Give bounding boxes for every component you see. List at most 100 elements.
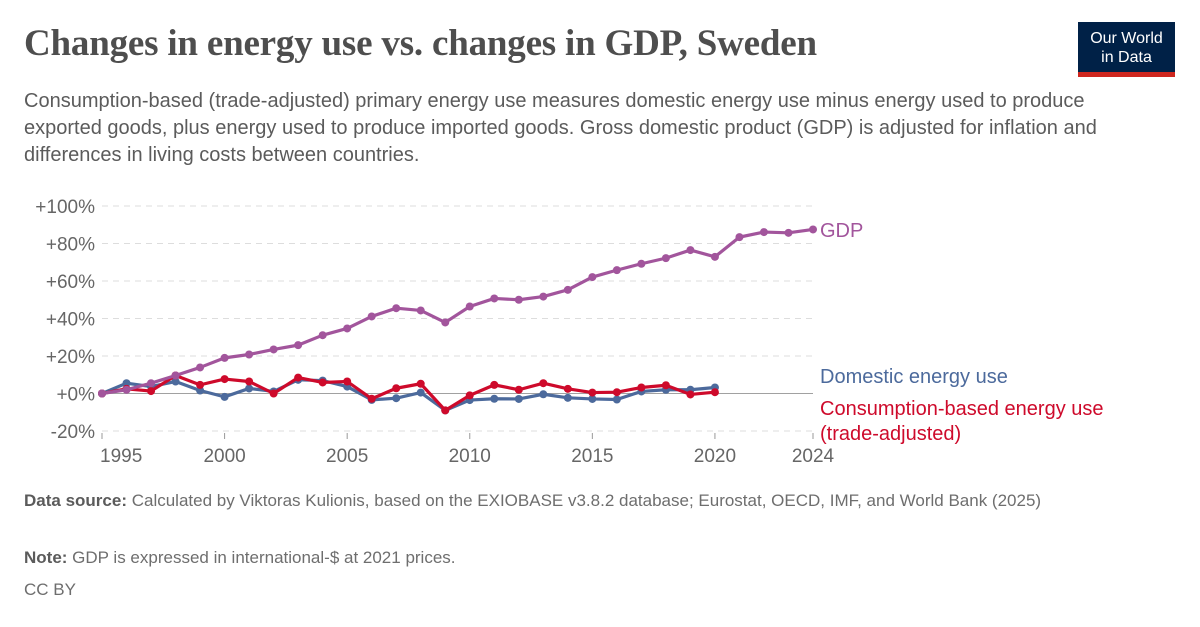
data-point: [220, 375, 229, 384]
data-point: [661, 381, 670, 390]
series-line-1: [101, 378, 716, 412]
y-tick-label: +40%: [46, 310, 95, 331]
data-point: [490, 380, 499, 389]
data-point: [245, 384, 254, 393]
data-point: [735, 233, 744, 242]
data-source: Data source: Calculated by Viktoras Kuli…: [24, 489, 1144, 513]
data-point: [269, 345, 278, 354]
data-point: [563, 393, 572, 402]
data-point: [612, 388, 621, 397]
data-point: [588, 388, 597, 397]
data-point: [392, 394, 401, 403]
data-point: [637, 383, 646, 392]
data-point: [661, 254, 670, 263]
data-point: [441, 406, 450, 415]
data-point: [367, 394, 376, 403]
note-label: Note:: [24, 548, 68, 567]
data-point: [196, 380, 205, 389]
data-point: [171, 371, 180, 380]
x-tick-label: 2010: [449, 446, 491, 467]
data-point: [588, 394, 597, 403]
data-point: [122, 379, 131, 388]
subtitle: Consumption-based (trade-adjusted) prima…: [24, 90, 1097, 166]
data-point: [318, 331, 327, 340]
note-text: GDP is expressed in international-$ at 2…: [67, 548, 456, 567]
data-point: [539, 379, 548, 388]
data-point: [147, 379, 156, 388]
data-point: [514, 385, 523, 394]
data-point: [245, 350, 254, 359]
data-point: [98, 389, 106, 398]
data-point: [367, 312, 376, 321]
source-text: Calculated by Viktoras Kulionis, based o…: [126, 491, 1042, 510]
data-point: [416, 306, 425, 315]
y-tick-label: +20%: [46, 347, 95, 368]
data-point: [416, 388, 425, 397]
logo-text: Our World in Data: [1090, 30, 1163, 66]
x-tick-label: 2015: [571, 446, 613, 467]
data-point: [318, 378, 327, 387]
x-tick-label: 1995: [100, 446, 142, 467]
y-tick-label: -20%: [51, 422, 95, 443]
legend-label-consumption-2: (trade-adjusted): [820, 423, 961, 445]
data-point: [612, 395, 621, 404]
x-tick-label: 2000: [203, 446, 245, 467]
y-tick-label: +60%: [46, 272, 95, 293]
data-point: [392, 304, 401, 313]
x-tick-label: 2024: [792, 446, 835, 467]
data-point: [220, 353, 229, 362]
data-point: [343, 324, 352, 333]
data-point: [294, 373, 303, 382]
legend-label-domestic: Domestic energy use: [820, 366, 1008, 388]
series-line-2: [101, 373, 716, 412]
logo-accent-bar: [1078, 72, 1175, 77]
data-point: [563, 285, 572, 294]
data-point: [465, 391, 474, 400]
data-point: [784, 228, 793, 237]
data-point: [196, 363, 205, 372]
data-point: [686, 246, 695, 255]
data-point: [416, 379, 425, 388]
data-point: [588, 273, 597, 282]
data-point: [686, 390, 695, 399]
data-point: [563, 384, 572, 393]
data-point: [612, 266, 621, 275]
note: Note: GDP is expressed in international-…: [24, 546, 1144, 570]
data-point: [392, 384, 401, 393]
data-point: [809, 225, 817, 234]
x-tick-label: 2020: [694, 446, 736, 467]
data-point: [759, 228, 768, 237]
data-point: [147, 387, 156, 396]
data-point: [465, 302, 474, 311]
owid-logo[interactable]: Our World in Data: [1078, 22, 1175, 77]
source-label: Data source:: [24, 491, 127, 510]
data-point: [196, 386, 205, 395]
y-tick-label: +0%: [56, 385, 95, 406]
data-point: [637, 259, 646, 268]
data-point: [514, 394, 523, 403]
y-tick-label: +100%: [35, 197, 95, 218]
data-point: [343, 377, 352, 386]
data-point: [710, 388, 719, 397]
data-point: [490, 394, 499, 403]
data-point: [220, 392, 229, 401]
x-tick-label: 2005: [326, 446, 368, 467]
data-point: [122, 385, 131, 394]
legend-label-gdp: GDP: [820, 220, 863, 242]
y-tick-label: +80%: [46, 235, 95, 256]
data-point: [539, 390, 548, 399]
data-point: [294, 341, 303, 350]
license-link[interactable]: CC BY: [24, 580, 76, 599]
data-point: [514, 295, 523, 304]
data-point: [490, 294, 499, 303]
data-point: [171, 377, 180, 386]
data-point: [269, 389, 278, 398]
data-point: [710, 252, 719, 261]
legend-label-consumption: Consumption-based energy use: [820, 398, 1104, 420]
series-line-0: [101, 227, 814, 396]
data-point: [539, 292, 548, 301]
page-title: Changes in energy use vs. changes in GDP…: [24, 23, 817, 64]
data-point: [245, 377, 254, 386]
